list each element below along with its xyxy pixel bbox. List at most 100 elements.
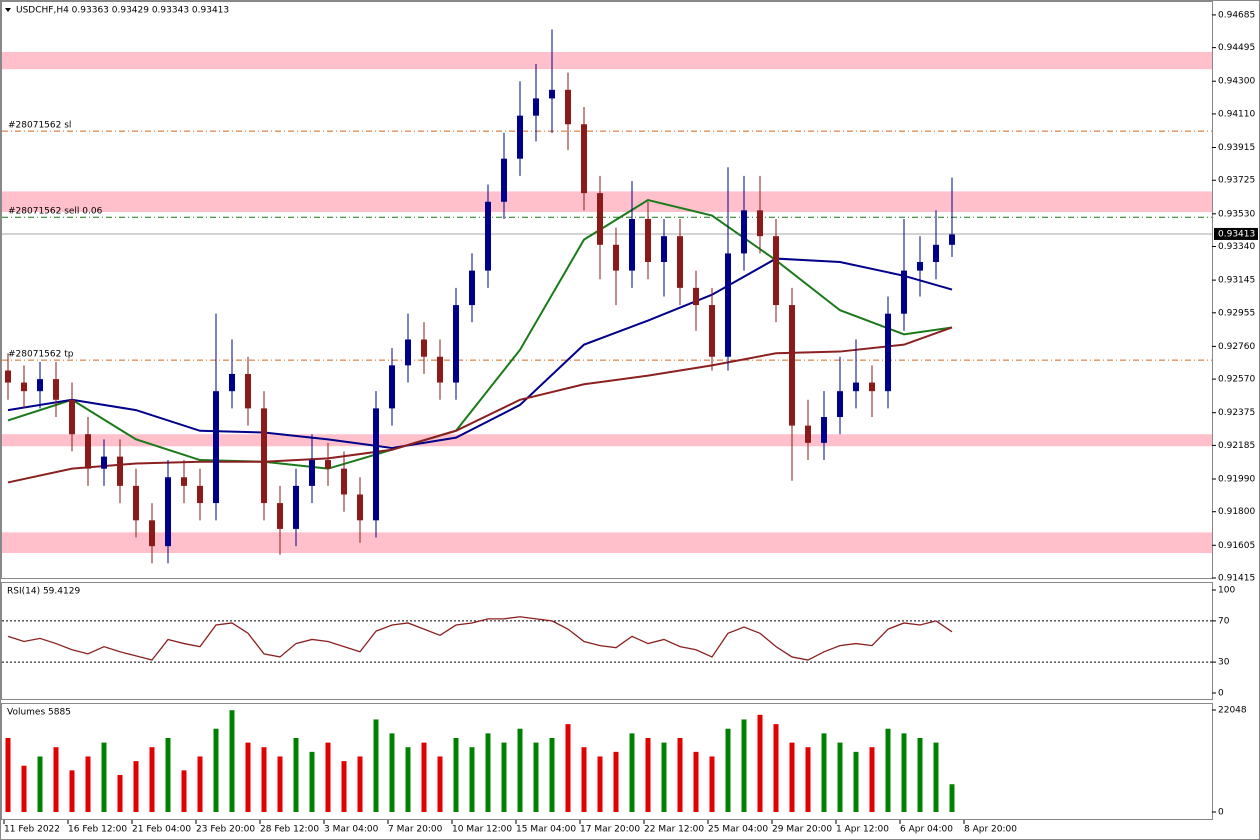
x-tick-label: 29 Mar 20:00: [772, 825, 832, 835]
candle-body: [693, 287, 699, 306]
y-tick-label: 0.92375: [1218, 408, 1255, 418]
volume-bar: [469, 747, 475, 812]
volume-bar: [693, 751, 699, 812]
candle-body: [949, 234, 955, 245]
volume-bar: [613, 751, 619, 812]
sr-zone: [2, 51, 1212, 70]
candle-body: [53, 379, 59, 400]
x-tick-label: 16 Feb 12:00: [68, 825, 127, 835]
rsi-line: [7, 616, 953, 661]
volume-bar: [293, 737, 299, 812]
volume-bar: [773, 724, 779, 812]
y-tick-label: 0.94110: [1218, 109, 1255, 119]
volume-bar: [389, 733, 395, 812]
candle-body: [789, 305, 795, 426]
volume-bar: [5, 737, 11, 812]
candle-body: [805, 425, 811, 443]
candle-body: [293, 485, 299, 529]
volume-bar: [901, 733, 907, 812]
volume-bar: [677, 737, 683, 812]
candle-body: [485, 201, 491, 271]
candle-body: [901, 270, 907, 314]
x-tick-label: 7 Mar 20:00: [388, 825, 443, 835]
x-tick-label: 8 Apr 20:00: [964, 825, 1017, 835]
candle-body: [933, 244, 939, 263]
y-tick-label: 22048: [1218, 706, 1247, 716]
volume-bar: [789, 742, 795, 812]
x-tick-label: 23 Feb 20:00: [196, 825, 255, 835]
y-tick-label: 0.91605: [1218, 541, 1255, 551]
volume-bar: [661, 742, 667, 812]
y-tick-label: 0: [1218, 689, 1224, 699]
volume-bar: [757, 714, 763, 812]
candle-body: [677, 236, 683, 288]
candle-body: [853, 382, 859, 392]
y-tick-label: 0.92185: [1218, 441, 1255, 451]
candle-body: [133, 485, 139, 521]
price-tag: 0.93413: [1218, 229, 1255, 239]
candle-body: [229, 373, 235, 392]
candle-body: [453, 305, 459, 383]
volume-bar: [869, 747, 875, 812]
candle-body: [629, 218, 635, 271]
volume-bar: [853, 751, 859, 812]
menu-arrow[interactable]: [5, 8, 11, 12]
y-tick-label: 0.93145: [1218, 276, 1255, 286]
volume-bar: [149, 747, 155, 812]
y-tick-label: 0.91990: [1218, 474, 1255, 484]
volume-bar: [101, 742, 107, 812]
candle-body: [389, 365, 395, 409]
y-tick-label: 0.93725: [1218, 176, 1255, 186]
volume-bar: [117, 774, 123, 812]
volume-bar: [933, 742, 939, 812]
volume-bar: [405, 747, 411, 812]
volume-bar: [821, 733, 827, 812]
x-tick-label: 21 Feb 04:00: [132, 825, 191, 835]
volume-bar: [581, 747, 587, 812]
volume-bar: [213, 728, 219, 812]
volume-panel: [1, 703, 1213, 820]
candle-body: [501, 158, 507, 202]
volume-bar: [453, 737, 459, 812]
y-tick-label: 0.94300: [1218, 77, 1255, 87]
sr-zone: [2, 191, 1212, 213]
candle-body: [69, 399, 75, 435]
x-tick-label: 1 Apr 12:00: [836, 825, 889, 835]
volume-bar: [485, 733, 491, 812]
candle-body: [373, 408, 379, 521]
volume-bar: [69, 770, 75, 812]
volume-bar: [725, 728, 731, 812]
volume-bar: [165, 737, 171, 812]
y-tick-label: 0.91415: [1218, 574, 1255, 584]
volume-bar: [645, 737, 651, 812]
volume-bar: [597, 756, 603, 812]
candle-body: [117, 456, 123, 486]
volume-bar: [373, 719, 379, 812]
volume-bar: [325, 742, 331, 812]
price-tag-box: [1214, 227, 1258, 240]
volume-bar: [501, 742, 507, 812]
y-tick-label: 30: [1218, 658, 1230, 668]
x-tick-label: 22 Mar 12:00: [644, 825, 704, 835]
candle-body: [309, 460, 315, 486]
y-tick-label: 0: [1218, 808, 1224, 818]
candle-body: [773, 236, 779, 306]
volume-bar: [245, 742, 251, 812]
candle-body: [245, 373, 251, 409]
symbol-header: USDCHF,H4 0.93363 0.93429 0.93343 0.9341…: [16, 6, 229, 16]
candle-body: [597, 193, 603, 245]
candle-body: [405, 339, 411, 366]
volume-bar: [85, 756, 91, 812]
volume-bar: [837, 742, 843, 812]
volume-bar: [949, 784, 955, 812]
candle-body: [181, 477, 187, 486]
candle-body: [549, 89, 555, 99]
volume-bar: [341, 761, 347, 812]
candle-body: [581, 124, 587, 194]
volume-bar: [277, 756, 283, 812]
rsi-header: RSI(14) 59.4129: [7, 587, 80, 597]
volume-bar: [885, 728, 891, 812]
candle-body: [741, 210, 747, 254]
volume-bar: [565, 724, 571, 812]
